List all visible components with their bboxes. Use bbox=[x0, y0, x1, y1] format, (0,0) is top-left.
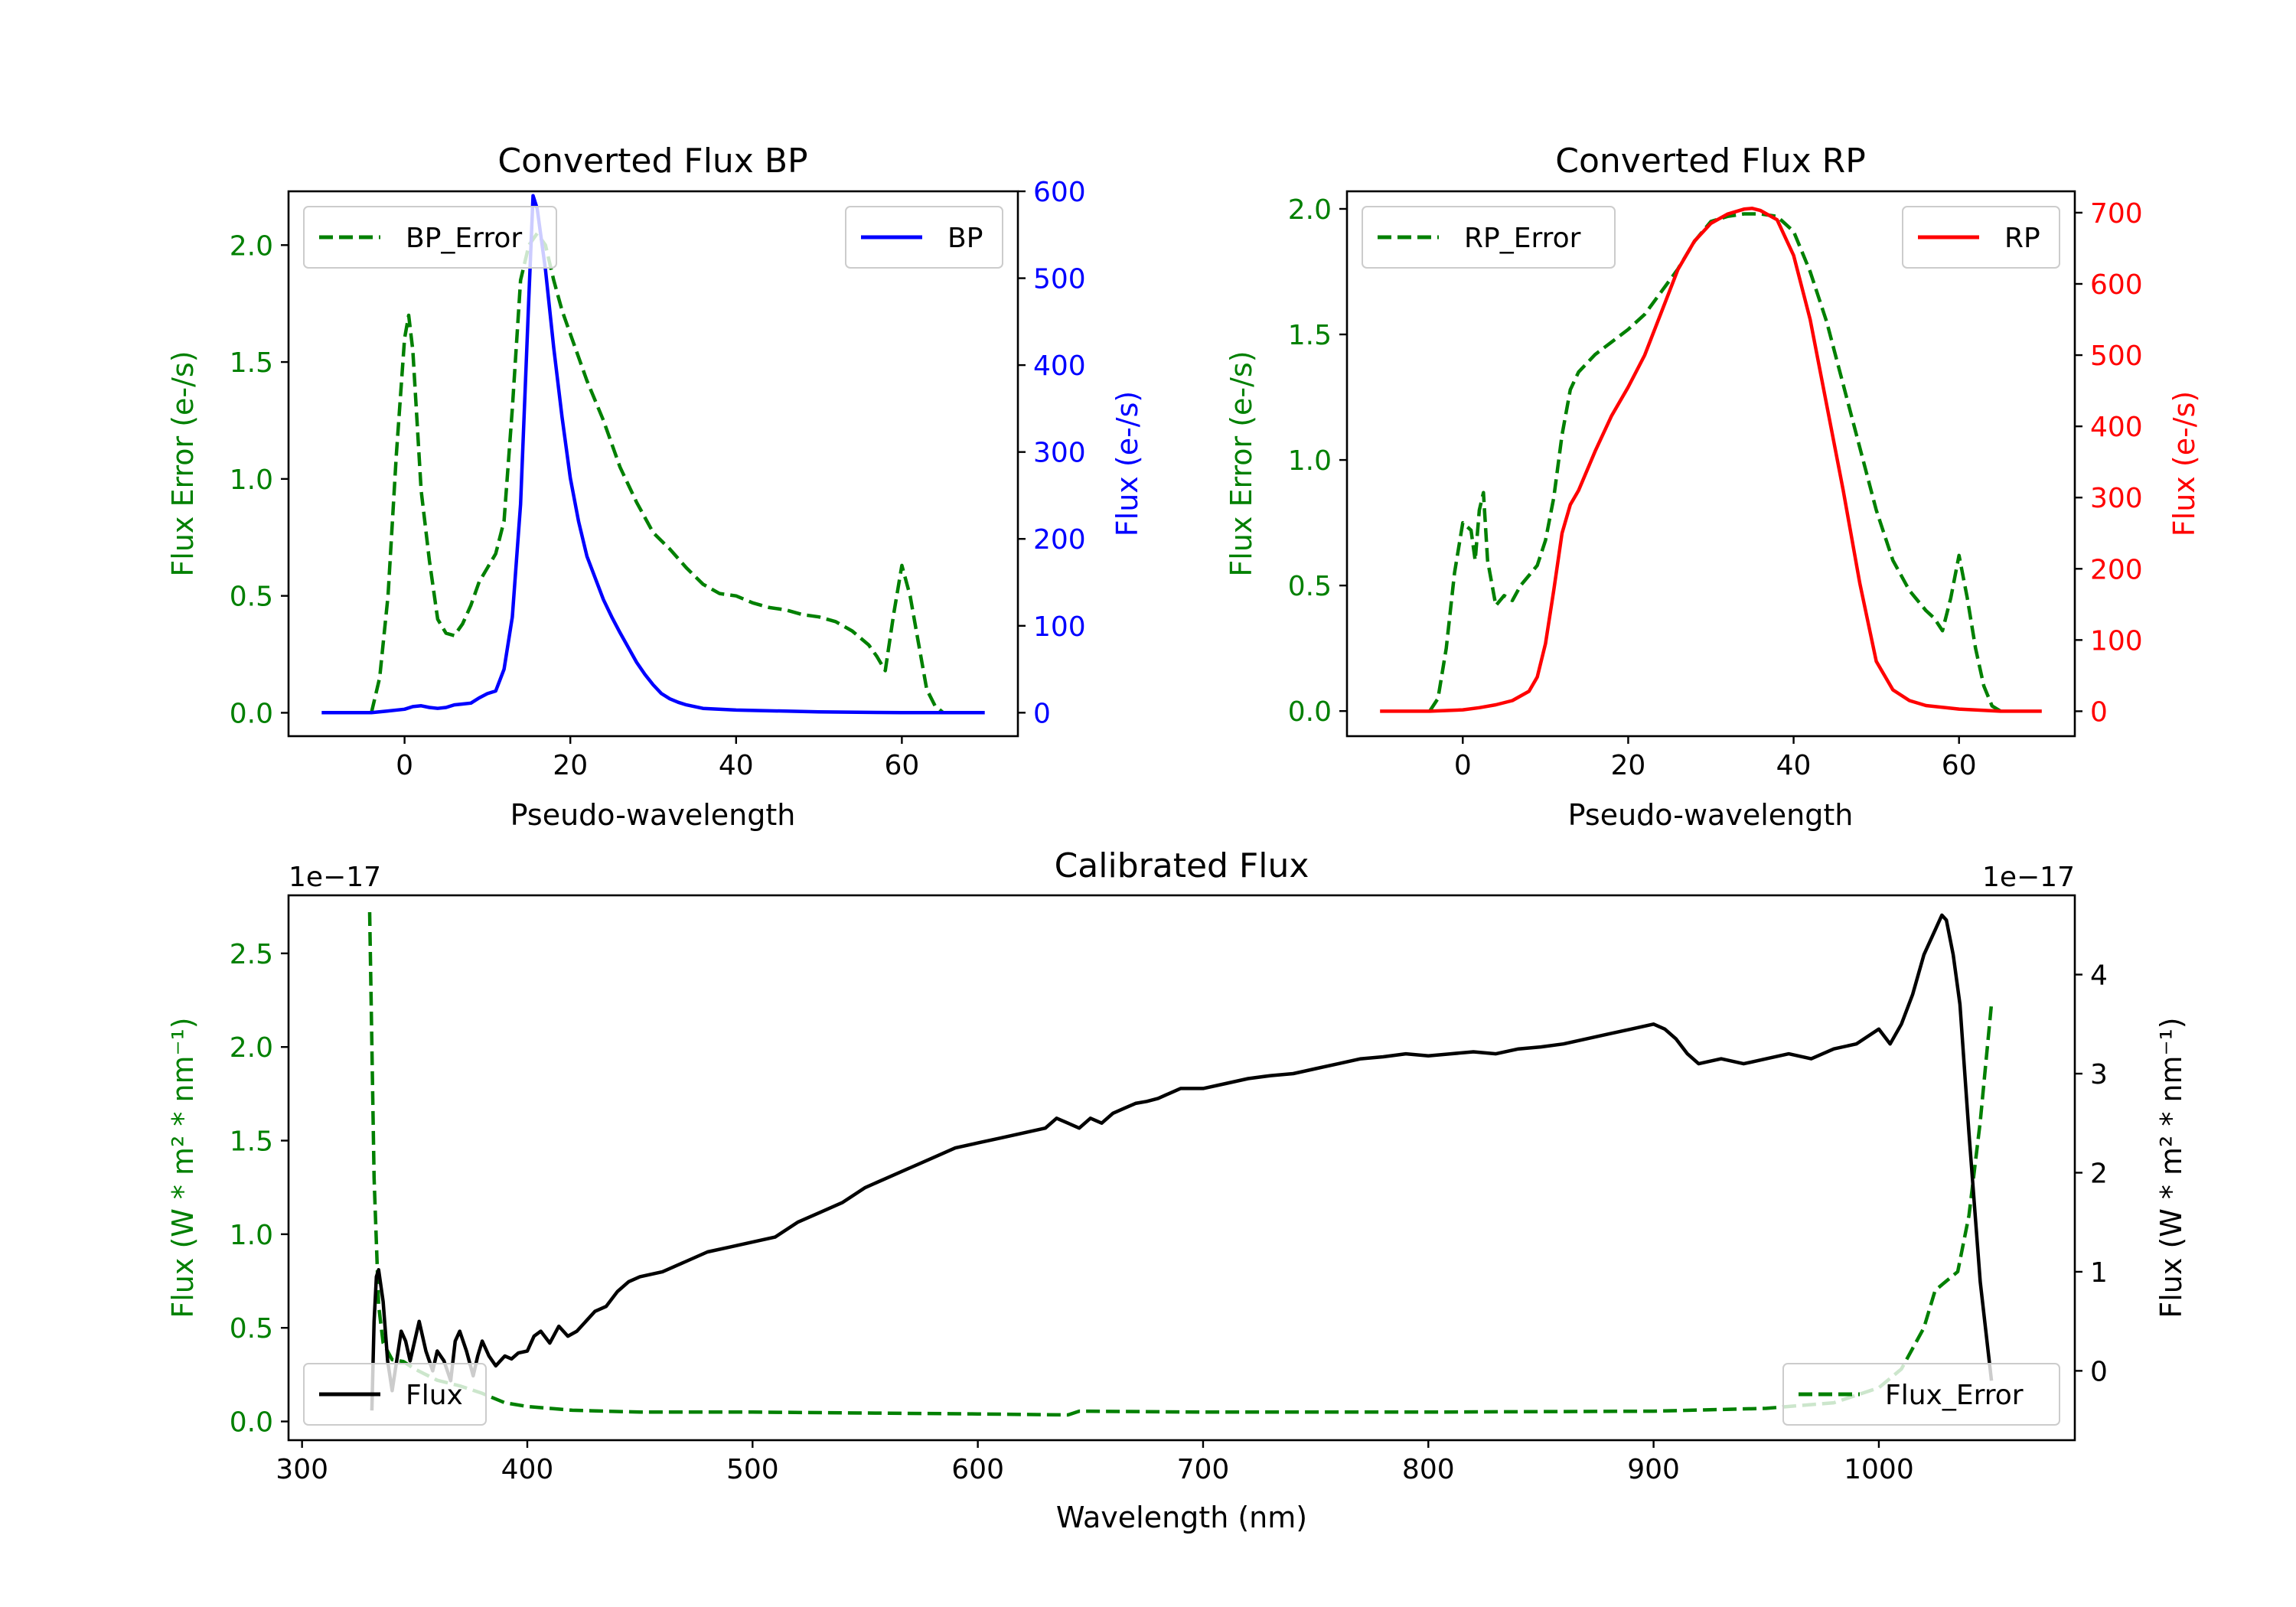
cal-offset-left: 1e−17 bbox=[289, 862, 381, 893]
rp-axes-frame bbox=[1345, 190, 2076, 738]
rp-ytick-right-label: 300 bbox=[2090, 483, 2143, 514]
rp-ytick-right-label: 700 bbox=[2090, 198, 2143, 230]
cal-ticks: 300 400 500 600 700 800 900 1000 0.0 0.5 1.0 1.5 2.0… bbox=[230, 939, 2108, 1485]
cal-ylabel-right: Flux (W * m² * nm⁻¹) bbox=[2154, 1017, 2188, 1318]
bp-ticks: 0 20 40 60 0.0 0.5 1.0 1.5 2.0 0 100 200 300 400 500 60… bbox=[230, 177, 1086, 781]
bp-series-bp-line bbox=[321, 194, 985, 715]
cal-series-layer bbox=[367, 911, 1994, 1417]
rp-xtick-label: 0 bbox=[1454, 750, 1472, 781]
cal-xtick-label: 800 bbox=[1402, 1454, 1455, 1485]
bp-title: Converted Flux BP bbox=[497, 142, 807, 181]
cal-series-flux-error-line bbox=[367, 911, 1994, 1417]
rp-ylabel-left: Flux Error (e-/s) bbox=[1225, 350, 1258, 576]
cal-ytick-left-label: 0.0 bbox=[230, 1407, 273, 1439]
cal-xtick-label: 400 bbox=[501, 1454, 554, 1485]
cal-legend-flux: Flux bbox=[303, 1363, 487, 1426]
cal-xtick-label: 700 bbox=[1177, 1454, 1230, 1485]
rp-ytick-right-label: 100 bbox=[2090, 625, 2143, 657]
bp-legend-error: BP_Error bbox=[303, 206, 557, 269]
bp-xtick-label: 0 bbox=[396, 750, 413, 781]
cal-xtick-label: 500 bbox=[726, 1454, 779, 1485]
bp-legend-flux: BP bbox=[845, 206, 1003, 269]
rp-ytick-left-label: 1.5 bbox=[1288, 320, 1332, 351]
bp-ytick-right-label: 500 bbox=[1033, 264, 1086, 295]
rp-ytick-right-label: 200 bbox=[2090, 554, 2143, 585]
rp-legend-flux: RP bbox=[1902, 206, 2060, 269]
bp-xtick-label: 40 bbox=[719, 750, 754, 781]
rp-series-layer bbox=[1380, 207, 2042, 713]
cal-ytick-left-label: 0.5 bbox=[230, 1313, 273, 1345]
cal-ytick-right-label: 3 bbox=[2090, 1059, 2108, 1090]
bp-ytick-left-label: 0.0 bbox=[230, 698, 273, 729]
rp-legend-error-label: RP_Error bbox=[1464, 223, 1581, 254]
bp-legend-error-label: BP_Error bbox=[406, 223, 522, 254]
cal-ytick-right-label: 1 bbox=[2090, 1257, 2108, 1289]
rp-title: Converted Flux RP bbox=[1555, 142, 1866, 181]
cal-legend-error-label: Flux_Error bbox=[1885, 1380, 2024, 1411]
bp-ytick-right-label: 100 bbox=[1033, 611, 1086, 643]
rp-series-rp-error-line bbox=[1428, 212, 2001, 713]
cal-ytick-right-label: 0 bbox=[2090, 1356, 2108, 1387]
cal-legend-error: Flux_Error bbox=[1782, 1363, 2060, 1426]
bp-ylabel-left: Flux Error (e-/s) bbox=[166, 350, 200, 576]
bp-subplot: Converted Flux BP 0 20 40 60 0.0 0.5 1.0 1.5 2.0… bbox=[166, 142, 1144, 832]
cal-subplot: Calibrated Flux 1e−17 1e−17 300 400 500 600… bbox=[166, 846, 2188, 1534]
cal-ytick-right-label: 4 bbox=[2090, 960, 2108, 992]
bp-ytick-left-label: 0.5 bbox=[230, 582, 273, 613]
rp-ticks: 0 20 40 60 0.0 0.5 1.0 1.5 2.0 0 100 200 300 400 500 60… bbox=[1288, 194, 2143, 781]
bp-ytick-right-label: 600 bbox=[1033, 177, 1086, 208]
rp-xtick-label: 40 bbox=[1776, 750, 1812, 781]
bp-ytick-right-label: 200 bbox=[1033, 524, 1086, 556]
bp-ytick-left-label: 1.0 bbox=[230, 464, 273, 496]
bp-series-layer bbox=[321, 194, 985, 715]
bp-xtick-label: 60 bbox=[884, 750, 919, 781]
bp-xlabel: Pseudo-wavelength bbox=[510, 798, 796, 832]
rp-ylabel-right: Flux (e-/s) bbox=[2167, 391, 2201, 536]
cal-offset-right: 1e−17 bbox=[1982, 862, 2075, 893]
rp-ytick-left-label: 1.0 bbox=[1288, 445, 1332, 477]
rp-ytick-right-label: 500 bbox=[2090, 341, 2143, 372]
rp-subplot: Converted Flux RP 0 20 40 60 0.0 0.5 1.0 1.5 2.0… bbox=[1225, 142, 2201, 832]
cal-ylabel-left: Flux (W * m² * nm⁻¹) bbox=[166, 1017, 200, 1318]
cal-ytick-left-label: 1.0 bbox=[230, 1220, 273, 1251]
cal-xtick-label: 600 bbox=[951, 1454, 1004, 1485]
rp-ytick-left-label: 0.0 bbox=[1288, 696, 1332, 728]
rp-ytick-right-label: 400 bbox=[2090, 412, 2143, 443]
cal-ytick-left-label: 2.5 bbox=[230, 939, 273, 970]
cal-ytick-right-label: 2 bbox=[2090, 1158, 2108, 1189]
cal-legend-flux-label: Flux bbox=[406, 1380, 463, 1411]
rp-series-rp-line bbox=[1380, 207, 2042, 713]
bp-ytick-right-label: 300 bbox=[1033, 438, 1086, 469]
rp-ytick-right-label: 600 bbox=[2090, 269, 2143, 301]
bp-legend-flux-label: BP bbox=[947, 223, 983, 254]
rp-ytick-right-label: 0 bbox=[2090, 696, 2108, 728]
cal-series-flux-line bbox=[370, 913, 1994, 1411]
rp-xtick-label: 20 bbox=[1611, 750, 1646, 781]
rp-ytick-left-label: 0.5 bbox=[1288, 571, 1332, 602]
bp-axes-frame bbox=[287, 190, 1019, 738]
rp-ytick-left-label: 2.0 bbox=[1288, 194, 1332, 226]
cal-xtick-label: 300 bbox=[276, 1454, 328, 1485]
bp-ylabel-right: Flux (e-/s) bbox=[1110, 391, 1144, 536]
cal-xlabel: Wavelength (nm) bbox=[1056, 1501, 1307, 1534]
rp-legend-error: RP_Error bbox=[1362, 206, 1616, 269]
bp-ytick-left-label: 2.0 bbox=[230, 230, 273, 262]
bp-ytick-left-label: 1.5 bbox=[230, 347, 273, 379]
bp-xtick-label: 20 bbox=[553, 750, 588, 781]
rp-legend-flux-label: RP bbox=[2004, 223, 2040, 254]
rp-xlabel: Pseudo-wavelength bbox=[1568, 798, 1854, 832]
bp-ytick-right-label: 400 bbox=[1033, 350, 1086, 382]
cal-axes-frame bbox=[287, 894, 2076, 1442]
cal-ytick-left-label: 1.5 bbox=[230, 1126, 273, 1158]
cal-ytick-left-label: 2.0 bbox=[230, 1032, 273, 1064]
cal-xtick-label: 1000 bbox=[1844, 1454, 1914, 1485]
bp-series-bp-error-line bbox=[370, 231, 944, 715]
cal-xtick-label: 900 bbox=[1627, 1454, 1680, 1485]
rp-xtick-label: 60 bbox=[1942, 750, 1977, 781]
cal-title: Calibrated Flux bbox=[1055, 846, 1309, 885]
bp-ytick-right-label: 0 bbox=[1033, 698, 1051, 729]
